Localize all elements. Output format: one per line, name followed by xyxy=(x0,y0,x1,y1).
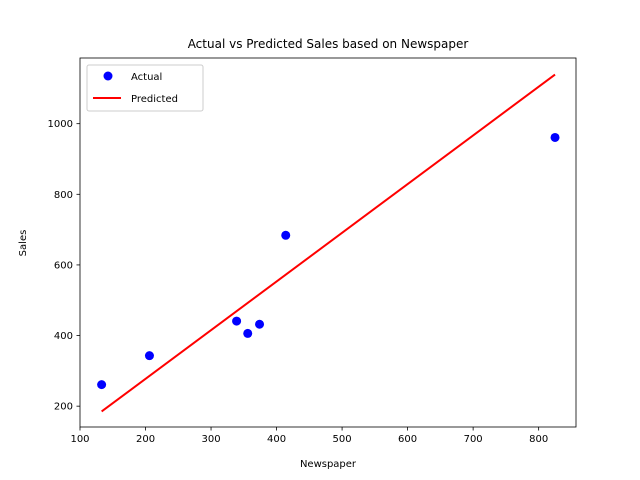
legend-marker-actual xyxy=(103,71,113,81)
legend-label-actual: Actual xyxy=(131,72,162,83)
legend-label-predicted: Predicted xyxy=(131,94,178,105)
y-tick-label: 800 xyxy=(54,190,73,201)
y-axis: 200 400 600 800 1000 xyxy=(48,119,80,413)
actual-point xyxy=(144,351,154,361)
x-tick-label: 300 xyxy=(201,434,220,445)
chart-title: Actual vs Predicted Sales based on Newsp… xyxy=(188,37,469,51)
actual-point xyxy=(243,328,253,338)
y-tick-label: 600 xyxy=(54,260,73,271)
plot-area xyxy=(97,73,560,413)
y-tick-label: 1000 xyxy=(48,119,73,130)
x-tick-label: 100 xyxy=(70,434,89,445)
predicted-line xyxy=(101,73,556,413)
actual-point xyxy=(255,319,265,329)
x-tick-label: 600 xyxy=(398,434,417,445)
actual-point xyxy=(550,132,560,142)
actual-point xyxy=(97,380,107,390)
x-tick-label: 200 xyxy=(136,434,155,445)
y-axis-label: Sales xyxy=(18,230,29,257)
y-tick-label: 400 xyxy=(54,331,73,342)
x-tick-label: 800 xyxy=(529,434,548,445)
x-tick-label: 500 xyxy=(333,434,352,445)
legend-frame xyxy=(86,64,204,112)
axes-frame xyxy=(79,57,577,428)
x-axis-label: Newspaper xyxy=(300,459,357,470)
legend: Actual Predicted xyxy=(86,64,204,112)
x-axis: 100 200 300 400 500 600 700 800 xyxy=(70,427,548,445)
y-tick-label: 200 xyxy=(54,402,73,413)
x-tick-label: 700 xyxy=(464,434,483,445)
x-tick-label: 400 xyxy=(267,434,286,445)
actual-point xyxy=(232,316,242,326)
actual-point xyxy=(281,230,291,240)
